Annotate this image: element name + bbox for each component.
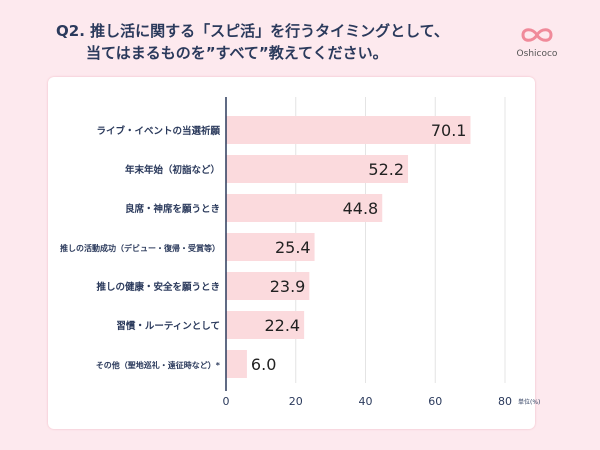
title-line-1: Q2. 推し活に関する「スピ活」を行うタイミングとして、 bbox=[56, 22, 449, 40]
oshicoco-logo: Oshicoco bbox=[512, 24, 562, 59]
chart-title: Q2. 推し活に関する「スピ活」を行うタイミングとして、 当てはまるものを”すべ… bbox=[56, 20, 449, 64]
chart-card bbox=[48, 77, 535, 429]
logo-text: Oshicoco bbox=[516, 49, 558, 59]
title-line-2: 当てはまるものを”すべて”教えてください。 bbox=[86, 44, 388, 62]
infinity-logo-icon bbox=[521, 28, 553, 42]
